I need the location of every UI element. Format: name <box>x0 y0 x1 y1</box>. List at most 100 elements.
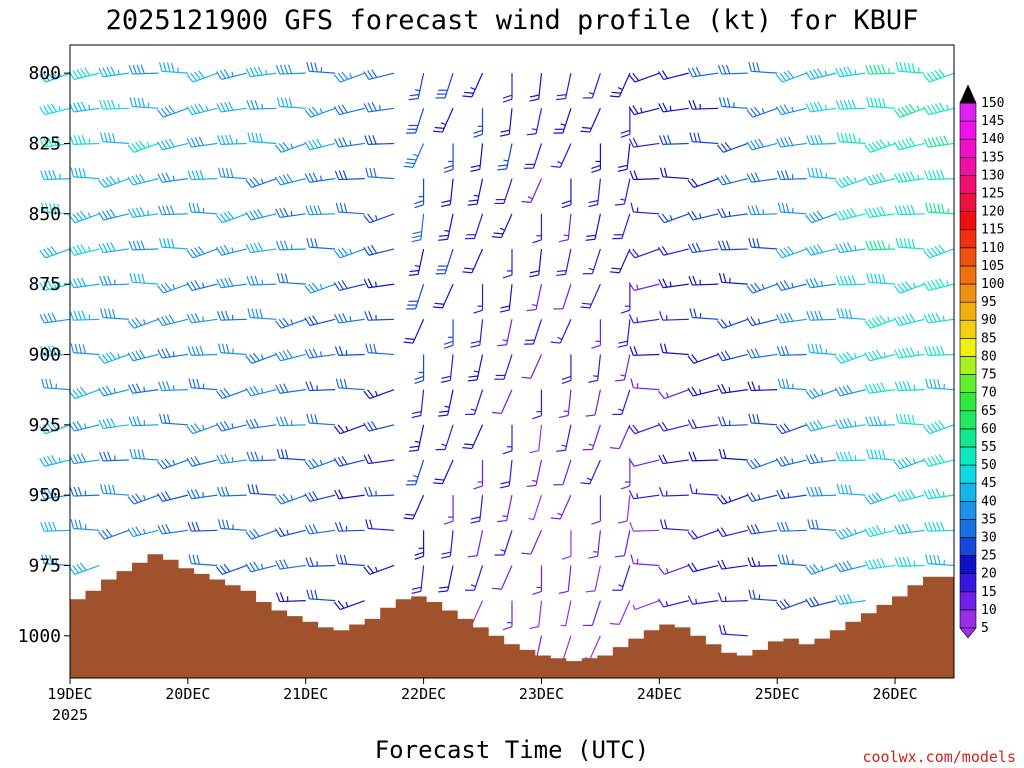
wind-barb <box>68 67 100 81</box>
wind-barb <box>924 345 955 356</box>
wind-barb <box>491 565 513 590</box>
wind-barb <box>70 519 100 531</box>
wind-barb <box>687 595 719 605</box>
wind-barb <box>128 240 159 251</box>
colorbar-tick-label: 15 <box>981 585 997 600</box>
wind-barb <box>864 492 896 505</box>
colorbar-tick-label: 120 <box>981 205 1004 220</box>
wind-barb <box>558 213 572 243</box>
wind-barb <box>216 210 248 224</box>
wind-barb <box>628 457 660 467</box>
colorbar-bin <box>959 446 977 466</box>
wind-barb <box>406 283 425 310</box>
wind-barb <box>614 354 631 382</box>
colorbar-tick-label: 50 <box>981 458 997 473</box>
x-year-label: 2025 <box>52 706 88 724</box>
wind-barb <box>718 624 748 637</box>
wind-barb <box>40 521 71 532</box>
wind-barb <box>659 167 689 180</box>
wind-barb <box>748 237 778 250</box>
wind-barb <box>335 202 365 215</box>
wind-barb <box>186 313 218 324</box>
wind-barb <box>186 103 218 116</box>
wind-barb <box>628 72 660 83</box>
wind-barb <box>775 280 807 292</box>
wind-barb <box>216 563 248 575</box>
wind-barb <box>717 416 748 427</box>
wind-barb <box>805 419 837 432</box>
wind-barb <box>274 493 306 505</box>
wind-barb <box>245 418 277 430</box>
wind-barb <box>658 389 690 400</box>
wind-barb <box>40 170 71 181</box>
wind-barb <box>609 600 631 625</box>
wind-barb <box>718 97 748 109</box>
wind-barb <box>39 70 71 83</box>
colorbar-tick-label: 10 <box>981 603 997 618</box>
wind-barb <box>100 308 129 320</box>
colorbar-bin <box>959 338 977 357</box>
wind-barb <box>497 495 513 523</box>
wind-barb <box>99 451 129 462</box>
wind-barb <box>688 451 719 462</box>
wind-barb <box>687 386 719 397</box>
wind-barb <box>443 143 454 174</box>
wind-barb <box>923 135 955 148</box>
wind-barb <box>363 564 395 575</box>
wind-barb <box>894 205 925 216</box>
wind-barb <box>894 556 925 567</box>
wind-barb <box>835 593 866 605</box>
wind-barb <box>894 523 925 535</box>
wind-barb <box>805 244 837 256</box>
wind-barb <box>465 389 484 416</box>
wind-barb <box>334 137 365 148</box>
wind-barb <box>435 248 454 275</box>
wind-barb <box>246 99 277 110</box>
wind-barb <box>473 108 484 138</box>
wind-barb <box>438 213 454 241</box>
colorbar-bin <box>959 464 977 484</box>
wind-barb <box>580 108 601 133</box>
wind-barb <box>334 346 365 356</box>
wind-barb <box>275 64 306 75</box>
wind-barb <box>718 272 748 285</box>
wind-barb <box>806 134 837 145</box>
y-tick-label: 1000 <box>18 626 61 647</box>
plot-frame <box>69 44 955 679</box>
wind-barb <box>127 206 159 219</box>
wind-barb <box>805 596 837 608</box>
wind-barb <box>718 448 748 461</box>
wind-barb <box>629 522 660 532</box>
wind-barb <box>628 424 660 435</box>
wind-barb <box>246 275 277 286</box>
wind-barb <box>304 106 336 118</box>
colorbar-bin <box>959 519 977 538</box>
wind-barb <box>247 483 277 496</box>
wind-barb <box>658 564 690 575</box>
y-tick-label: 850 <box>28 204 61 225</box>
wind-barb <box>470 319 484 348</box>
wind-barb <box>187 345 218 356</box>
wind-barb <box>805 101 837 113</box>
colorbar-bin <box>959 247 977 267</box>
y-axis: 800 825 850 875 900 925 950 975 1000 <box>18 63 70 647</box>
wind-barb <box>363 454 395 465</box>
colorbar-bin <box>959 500 977 520</box>
wind-barb <box>746 282 778 294</box>
wind-barb <box>411 565 425 594</box>
wind-barb <box>68 277 100 289</box>
x-tick-label: 24DEC <box>637 685 682 703</box>
wind-barb <box>158 61 188 74</box>
wind-barb <box>777 378 807 391</box>
y-tick-label: 875 <box>28 274 61 295</box>
wind-barb <box>612 565 631 591</box>
wind-barb <box>186 488 218 500</box>
wind-barb <box>363 69 395 81</box>
wind-barb <box>923 454 955 467</box>
wind-barb <box>69 486 100 497</box>
wind-barb <box>775 104 807 116</box>
wind-barb <box>186 280 218 292</box>
wind-barb <box>776 489 807 500</box>
wind-barb <box>894 381 925 392</box>
wind-barb <box>659 519 689 531</box>
